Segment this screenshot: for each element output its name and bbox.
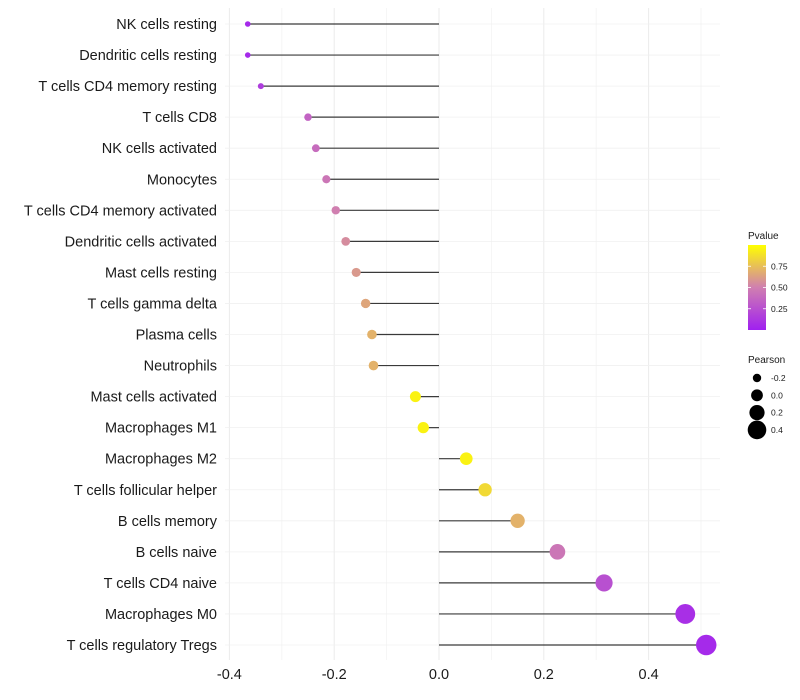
x-tick-label: 0.2 [534,667,554,683]
size-legend-label: 0.2 [771,408,783,418]
data-point [322,175,331,184]
data-point [367,329,377,340]
data-point [368,360,379,371]
data-point [304,113,312,121]
data-point [459,452,473,466]
pvalue-legend-title: Pvalue [748,231,779,242]
category-label: Dendritic cells activated [65,234,217,250]
category-label: T cells CD4 memory resting [38,79,217,95]
category-label: NK cells activated [102,141,217,157]
category-label: Mast cells resting [105,265,217,281]
category-label: Neutrophils [144,359,217,375]
data-point [409,391,421,403]
category-labels: NK cells resting Dendritic cells resting T… [24,17,218,654]
x-tick-label: -0.4 [217,667,242,683]
pvalue-legend: Pvalue 0.75 0.50 0.25 [748,231,788,330]
size-legend-dot [747,420,767,440]
data-point [549,544,566,560]
category-label: Monocytes [147,172,217,188]
data-point [257,83,264,90]
category-label: Macrophages M0 [105,607,217,623]
size-legend-dot [752,373,762,383]
x-tick-label: -0.2 [322,667,347,683]
data-point [331,206,340,215]
pearson-legend-title: Pearson [748,355,785,366]
stems [247,23,707,646]
x-axis: -0.4 -0.2 0.0 0.2 0.4 [217,667,659,683]
size-legend-label: 0.4 [771,425,783,435]
data-point [351,267,361,277]
category-label: Plasma cells [136,328,217,344]
category-label: Mast cells activated [90,390,217,406]
data-point [696,634,717,656]
category-label: T cells CD4 memory activated [24,203,217,219]
colorbar-tick-label: 0.75 [771,261,788,271]
category-label: T cells CD8 [142,110,217,126]
data-point [510,513,525,528]
size-legend-dot [751,389,763,402]
grid-lines [225,8,720,660]
category-label: NK cells resting [116,17,217,33]
data-point [244,21,251,27]
category-label: B cells naive [136,545,217,561]
pearson-legend: Pearson -0.2 0.0 0.2 0.4 [747,355,786,440]
data-point [360,298,371,309]
data-point [675,604,696,624]
category-label: T cells gamma delta [88,296,218,312]
category-label: T cells CD4 naive [104,576,217,592]
points [244,21,717,656]
data-point [595,574,613,592]
size-legend-label: -0.2 [771,373,786,383]
data-point [478,483,492,497]
x-tick-label: 0.4 [639,667,659,683]
x-tick-label: 0.0 [429,667,449,683]
data-point [417,422,429,434]
category-label: T cells regulatory Tregs [67,638,217,654]
category-label: B cells memory [118,514,218,530]
size-legend-dot [749,405,765,421]
size-legend-label: 0.0 [771,390,783,400]
category-label: Dendritic cells resting [79,48,217,64]
category-label: T cells follicular helper [74,483,217,499]
category-label: Macrophages M2 [105,452,217,468]
data-point [244,52,251,58]
colorbar-tick-label: 0.25 [771,304,788,314]
category-label: Macrophages M1 [105,421,217,437]
data-point [311,144,320,153]
pvalue-colorbar [748,245,766,330]
data-point [341,236,351,246]
colorbar-tick-label: 0.50 [771,283,788,293]
